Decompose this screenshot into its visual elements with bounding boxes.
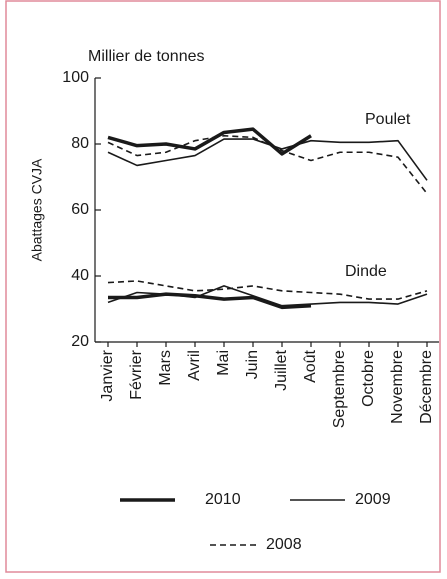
frame xyxy=(5,0,441,573)
y-axis-label: Abattages CVJA xyxy=(29,158,45,261)
x-tick-label: Mars xyxy=(157,350,174,386)
x-tick-label: Juin xyxy=(244,350,261,379)
legend-label: 2008 xyxy=(266,536,302,553)
y-tick-label: 40 xyxy=(71,267,89,284)
group-label: Poulet xyxy=(365,111,411,128)
legend-label: 2009 xyxy=(355,491,391,508)
x-tick-label: Octobre xyxy=(360,350,377,407)
y-tick-label: 60 xyxy=(71,201,89,218)
line-series xyxy=(107,127,312,156)
x-tick-label: Avril xyxy=(186,350,203,381)
x-tick-label: Janvier xyxy=(99,349,116,401)
group-label: Dinde xyxy=(345,263,387,280)
y-tick-label: 20 xyxy=(71,333,89,350)
x-tick-label: Février xyxy=(128,349,145,399)
x-tick-label: Juillet xyxy=(273,349,290,390)
line-series xyxy=(107,280,428,300)
x-tick-label: Mai xyxy=(215,350,232,376)
x-tick-label: Novembre xyxy=(389,350,406,424)
line-series xyxy=(108,292,312,310)
x-tick-label: Décembre xyxy=(418,350,435,424)
legend-label: 2010 xyxy=(205,491,241,508)
x-tick-label: Septembre xyxy=(331,350,348,428)
line-series xyxy=(107,138,428,181)
unit-label: Millier de tonnes xyxy=(88,48,205,65)
y-tick-label: 80 xyxy=(71,135,89,152)
x-tick-label: Août xyxy=(302,349,319,382)
y-tick-label: 100 xyxy=(62,69,89,86)
line-series xyxy=(107,285,428,307)
